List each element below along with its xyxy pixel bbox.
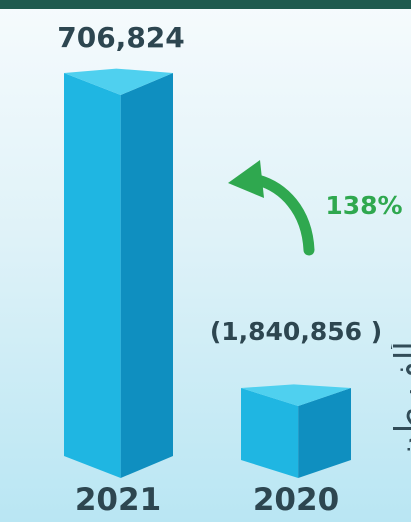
bar-side-2021 — [120, 73, 173, 478]
category-label-2020: 2020 — [253, 482, 339, 518]
growth-arrow-shaft — [252, 174, 315, 256]
growth-arrow-head — [228, 160, 264, 198]
bar-side-2020 — [298, 388, 351, 478]
bar-front-2021 — [64, 73, 121, 478]
category-label-2021: 2021 — [75, 482, 161, 518]
bar-top-2021 — [64, 68, 173, 95]
percent-change-label: 138% — [325, 191, 402, 220]
bar-front-2020 — [241, 388, 299, 478]
value-label-2020: (1,840,856 ) — [210, 317, 382, 346]
value-label-2021: 706,824 — [57, 21, 185, 54]
top-header-band — [0, 0, 411, 9]
side-cropped-text: ألف طن — [391, 341, 411, 460]
bar-top-2020 — [241, 384, 351, 406]
